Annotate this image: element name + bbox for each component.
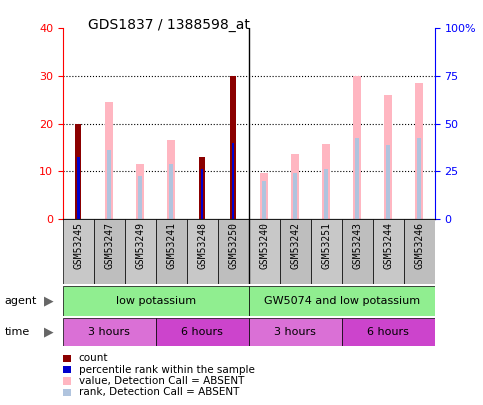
- Bar: [230, 76, 236, 219]
- Bar: [168, 140, 175, 219]
- Text: rank, Detection Call = ABSENT: rank, Detection Call = ABSENT: [79, 388, 239, 397]
- Text: 3 hours: 3 hours: [274, 327, 316, 337]
- Bar: [156, 219, 187, 284]
- Bar: [322, 143, 330, 219]
- Bar: [75, 124, 81, 219]
- Bar: [325, 169, 328, 219]
- Text: GSM53248: GSM53248: [197, 222, 207, 269]
- Bar: [63, 286, 249, 316]
- Bar: [63, 219, 94, 284]
- Bar: [404, 219, 435, 284]
- Text: time: time: [5, 327, 30, 337]
- Bar: [311, 219, 342, 284]
- Text: 3 hours: 3 hours: [88, 327, 130, 337]
- Text: GSM53251: GSM53251: [321, 222, 331, 269]
- Bar: [280, 219, 311, 284]
- Bar: [342, 219, 373, 284]
- Text: ▶: ▶: [43, 294, 53, 307]
- Bar: [354, 76, 361, 219]
- Bar: [291, 154, 299, 219]
- Text: GSM53244: GSM53244: [383, 222, 393, 269]
- Text: GSM53246: GSM53246: [414, 222, 424, 269]
- Bar: [249, 219, 280, 284]
- Bar: [107, 150, 111, 219]
- Bar: [373, 219, 404, 284]
- Bar: [136, 164, 144, 219]
- Bar: [105, 102, 113, 219]
- Bar: [384, 95, 392, 219]
- Bar: [232, 143, 234, 219]
- Text: GSM53243: GSM53243: [352, 222, 362, 269]
- Text: value, Detection Call = ABSENT: value, Detection Call = ABSENT: [79, 376, 244, 386]
- Text: GSM53241: GSM53241: [166, 222, 176, 269]
- Bar: [63, 318, 156, 346]
- Bar: [355, 138, 359, 219]
- Bar: [262, 181, 266, 219]
- Bar: [342, 318, 435, 346]
- Bar: [201, 169, 203, 219]
- Bar: [249, 318, 342, 346]
- Bar: [170, 164, 173, 219]
- Text: GDS1837 / 1388598_at: GDS1837 / 1388598_at: [88, 18, 250, 32]
- Bar: [77, 157, 80, 219]
- Bar: [386, 145, 390, 219]
- Text: agent: agent: [5, 296, 37, 306]
- Text: 6 hours: 6 hours: [181, 327, 223, 337]
- Bar: [156, 318, 249, 346]
- Text: GSM53250: GSM53250: [228, 222, 238, 269]
- Bar: [417, 138, 421, 219]
- Text: ▶: ▶: [43, 326, 53, 339]
- Text: percentile rank within the sample: percentile rank within the sample: [79, 365, 255, 375]
- Bar: [199, 157, 205, 219]
- Bar: [139, 176, 142, 219]
- Text: count: count: [79, 354, 108, 363]
- Text: GSM53247: GSM53247: [104, 222, 114, 269]
- Bar: [249, 286, 435, 316]
- Bar: [415, 83, 423, 219]
- Text: low potassium: low potassium: [116, 296, 196, 306]
- Text: 6 hours: 6 hours: [367, 327, 409, 337]
- Bar: [94, 219, 125, 284]
- Text: GW5074 and low potassium: GW5074 and low potassium: [264, 296, 420, 306]
- Bar: [125, 219, 156, 284]
- Bar: [293, 173, 297, 219]
- Text: GSM53249: GSM53249: [135, 222, 145, 269]
- Bar: [187, 219, 218, 284]
- Bar: [260, 173, 268, 219]
- Text: GSM53245: GSM53245: [73, 222, 83, 269]
- Text: GSM53240: GSM53240: [259, 222, 269, 269]
- Text: GSM53242: GSM53242: [290, 222, 300, 269]
- Bar: [218, 219, 249, 284]
